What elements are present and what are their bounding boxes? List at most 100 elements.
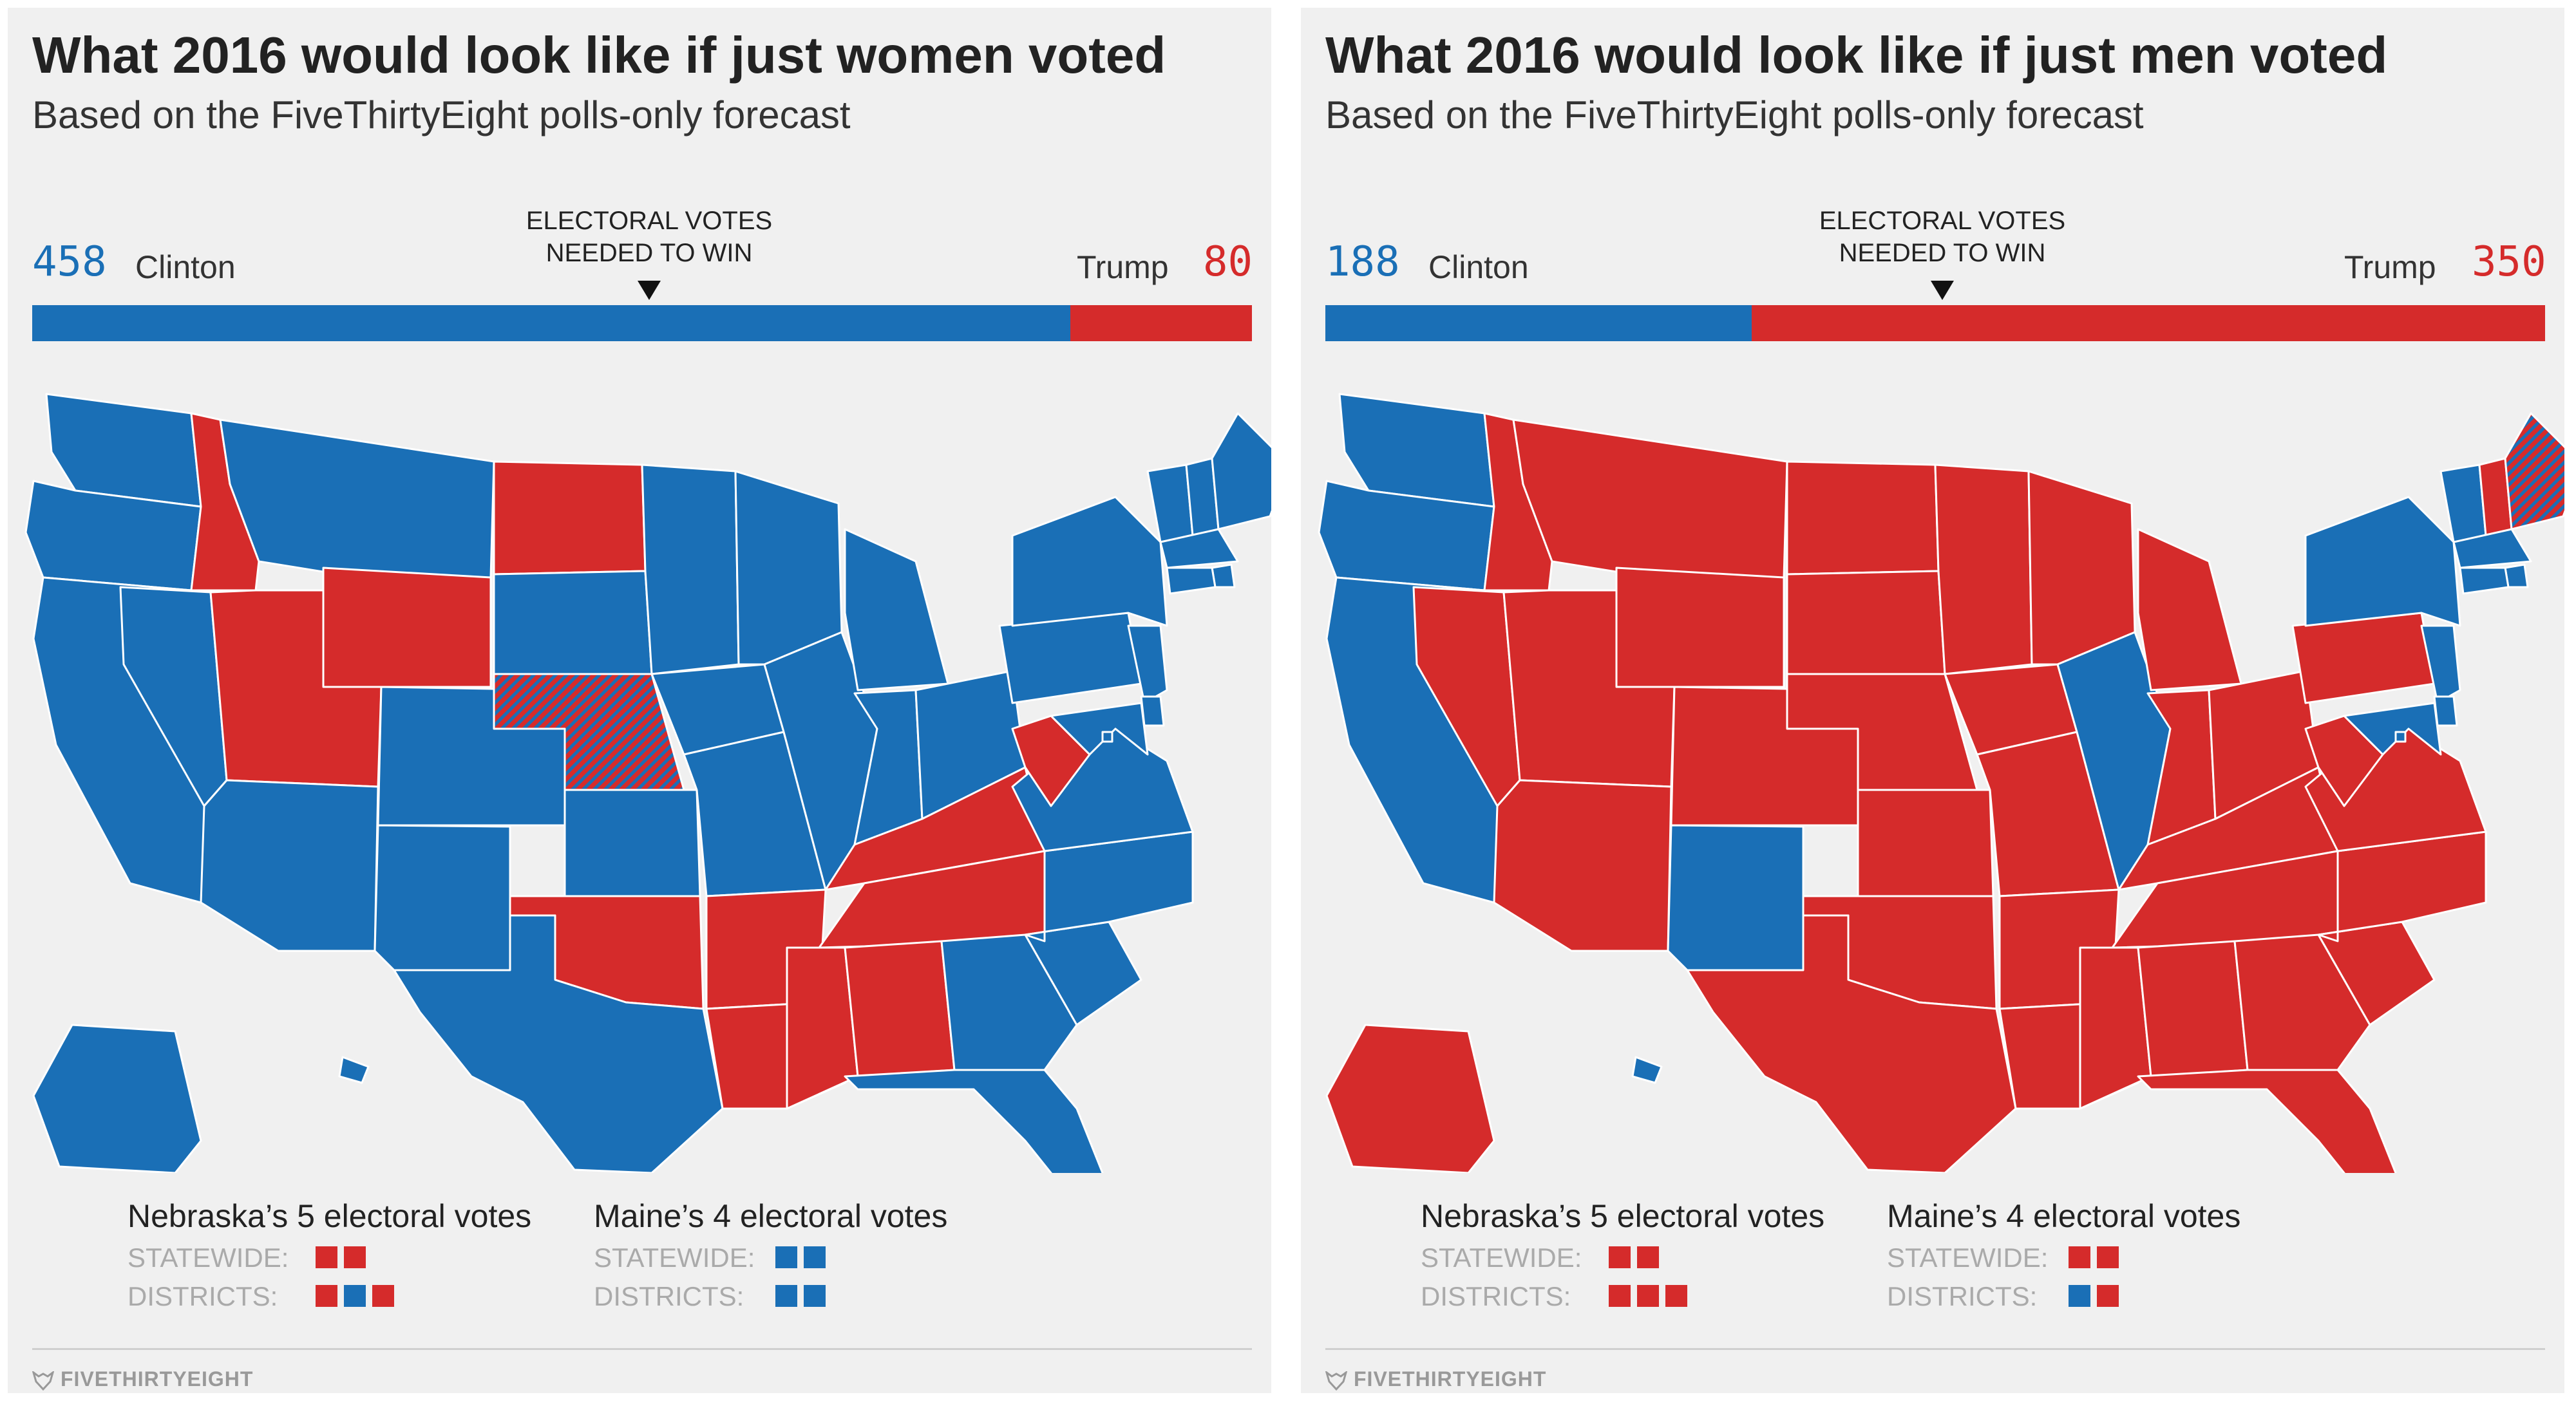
state-nj <box>2420 624 2461 704</box>
state-az <box>1493 779 1672 952</box>
ev-needed-line2: NEEDED TO WIN <box>545 239 753 267</box>
clinton-ev-count: 458 <box>32 238 107 286</box>
nebraska-districts-label: DISTRICTS: <box>1421 1281 1571 1311</box>
state-me <box>2504 412 2564 530</box>
state-wi <box>2027 470 2136 666</box>
state-sd <box>1786 570 1946 675</box>
nebraska-statewide-squares <box>1609 1246 1659 1268</box>
nebraska-district-square-3 <box>372 1285 394 1307</box>
state-md <box>2343 702 2442 756</box>
trump-ev-bar <box>1070 305 1252 341</box>
state-fl <box>844 1069 1104 1173</box>
state-ny <box>1011 496 1168 627</box>
clinton-ev-bar <box>32 305 1071 341</box>
ev-needed-marker-icon <box>638 281 661 300</box>
state-mn <box>641 464 740 675</box>
state-ak <box>1325 1024 1495 1173</box>
maine-statewide-square-1 <box>2069 1246 2090 1268</box>
ev-bar <box>32 305 1252 341</box>
state-ny <box>2304 496 2461 627</box>
nebraska-district-square-1 <box>316 1285 337 1307</box>
state-wv <box>1011 715 1091 807</box>
nebraska-statewide-square-1 <box>1609 1246 1631 1268</box>
state-mn <box>1934 464 2033 675</box>
state-ct <box>1166 567 1217 595</box>
ev-needed-marker-icon <box>1931 281 1954 300</box>
trump-label: Trump <box>1077 249 1169 285</box>
trump-ev-bar <box>1751 305 2545 341</box>
women-panel: What 2016 would look like if just women … <box>8 8 1271 1393</box>
maine-district-square-2 <box>804 1285 826 1307</box>
nebraska-district-squares <box>316 1285 394 1307</box>
state-mi <box>844 528 949 691</box>
state-tx <box>1686 914 2017 1173</box>
state-me <box>1211 412 1271 530</box>
state-ct <box>2459 567 2510 595</box>
state-de <box>2433 695 2458 727</box>
state-ga <box>940 933 1078 1071</box>
ev-needed-label: ELECTORAL VOTES NEEDED TO WIN <box>1749 205 2136 269</box>
ev-needed-line1: ELECTORAL VOTES <box>526 207 773 235</box>
nebraska-district-square-2 <box>1637 1285 1659 1307</box>
state-sd <box>493 570 653 675</box>
nebraska-districts-label: DISTRICTS: <box>128 1281 278 1311</box>
footer-divider <box>1325 1348 2545 1350</box>
state-nm <box>374 824 511 971</box>
nebraska-statewide-label: STATEWIDE: <box>128 1242 289 1273</box>
state-ga <box>2233 933 2371 1071</box>
state-al <box>2137 940 2249 1078</box>
state-al <box>844 940 956 1078</box>
logo-text: FIVETHIRTYEIGHT <box>1354 1367 1547 1391</box>
men-panel: What 2016 would look like if just men vo… <box>1301 8 2564 1393</box>
maine-districts-label: DISTRICTS: <box>594 1281 744 1311</box>
state-ks <box>1857 789 1994 897</box>
nebraska-district-square-3 <box>1665 1285 1687 1307</box>
panel-title: What 2016 would look like if just women … <box>32 26 1166 84</box>
nebraska-district-squares <box>1609 1285 1687 1307</box>
maine-district-square-2 <box>2097 1285 2119 1307</box>
state-vt <box>2439 464 2487 543</box>
fox-logo-icon <box>1325 1371 1347 1391</box>
panel-title: What 2016 would look like if just men vo… <box>1325 26 2388 84</box>
nebraska-split-title: Nebraska’s 5 electoral votes <box>1421 1198 1825 1234</box>
maine-statewide-square-1 <box>775 1246 797 1268</box>
maine-districts-label: DISTRICTS: <box>1887 1281 2038 1311</box>
state-nd <box>493 460 647 576</box>
nebraska-district-square-1 <box>1609 1285 1631 1307</box>
maine-statewide-label: STATEWIDE: <box>594 1242 755 1273</box>
state-ma <box>1159 528 1239 569</box>
state-dc <box>2394 731 2407 743</box>
state-vt <box>1146 464 1194 543</box>
state-ak <box>32 1024 202 1173</box>
fivethirtyeight-logo: FIVETHIRTYEIGHT <box>1325 1367 1546 1391</box>
fox-logo-icon <box>32 1371 54 1391</box>
state-hi <box>338 1056 370 1084</box>
state-mi <box>2137 528 2242 691</box>
state-ma <box>2452 528 2532 569</box>
maine-statewide-squares <box>775 1246 826 1268</box>
state-md <box>1050 702 1149 756</box>
ev-needed-line2: NEEDED TO WIN <box>1839 239 2046 267</box>
maine-district-square-1 <box>2069 1285 2090 1307</box>
state-wy <box>1615 567 1785 688</box>
state-hi <box>1631 1056 1663 1084</box>
clinton-label: Clinton <box>135 249 236 285</box>
state-pa <box>2291 612 2436 704</box>
maine-district-square-1 <box>775 1285 797 1307</box>
clinton-label: Clinton <box>1428 249 1529 285</box>
logo-text: FIVETHIRTYEIGHT <box>61 1367 254 1391</box>
state-mt <box>1512 418 1788 579</box>
state-ks <box>564 789 701 897</box>
state-de <box>1140 695 1165 727</box>
footer-divider <box>32 1348 1252 1350</box>
state-mt <box>219 418 495 579</box>
state-az <box>200 779 379 952</box>
state-nd <box>1786 460 1940 576</box>
clinton-ev-bar <box>1325 305 1752 341</box>
state-pa <box>998 612 1142 704</box>
state-wi <box>734 470 843 666</box>
maine-statewide-square-2 <box>2097 1246 2119 1268</box>
panel-subtitle: Based on the FiveThirtyEight polls-only … <box>1325 93 2144 136</box>
nebraska-statewide-squares <box>316 1246 366 1268</box>
state-tx <box>393 914 724 1173</box>
